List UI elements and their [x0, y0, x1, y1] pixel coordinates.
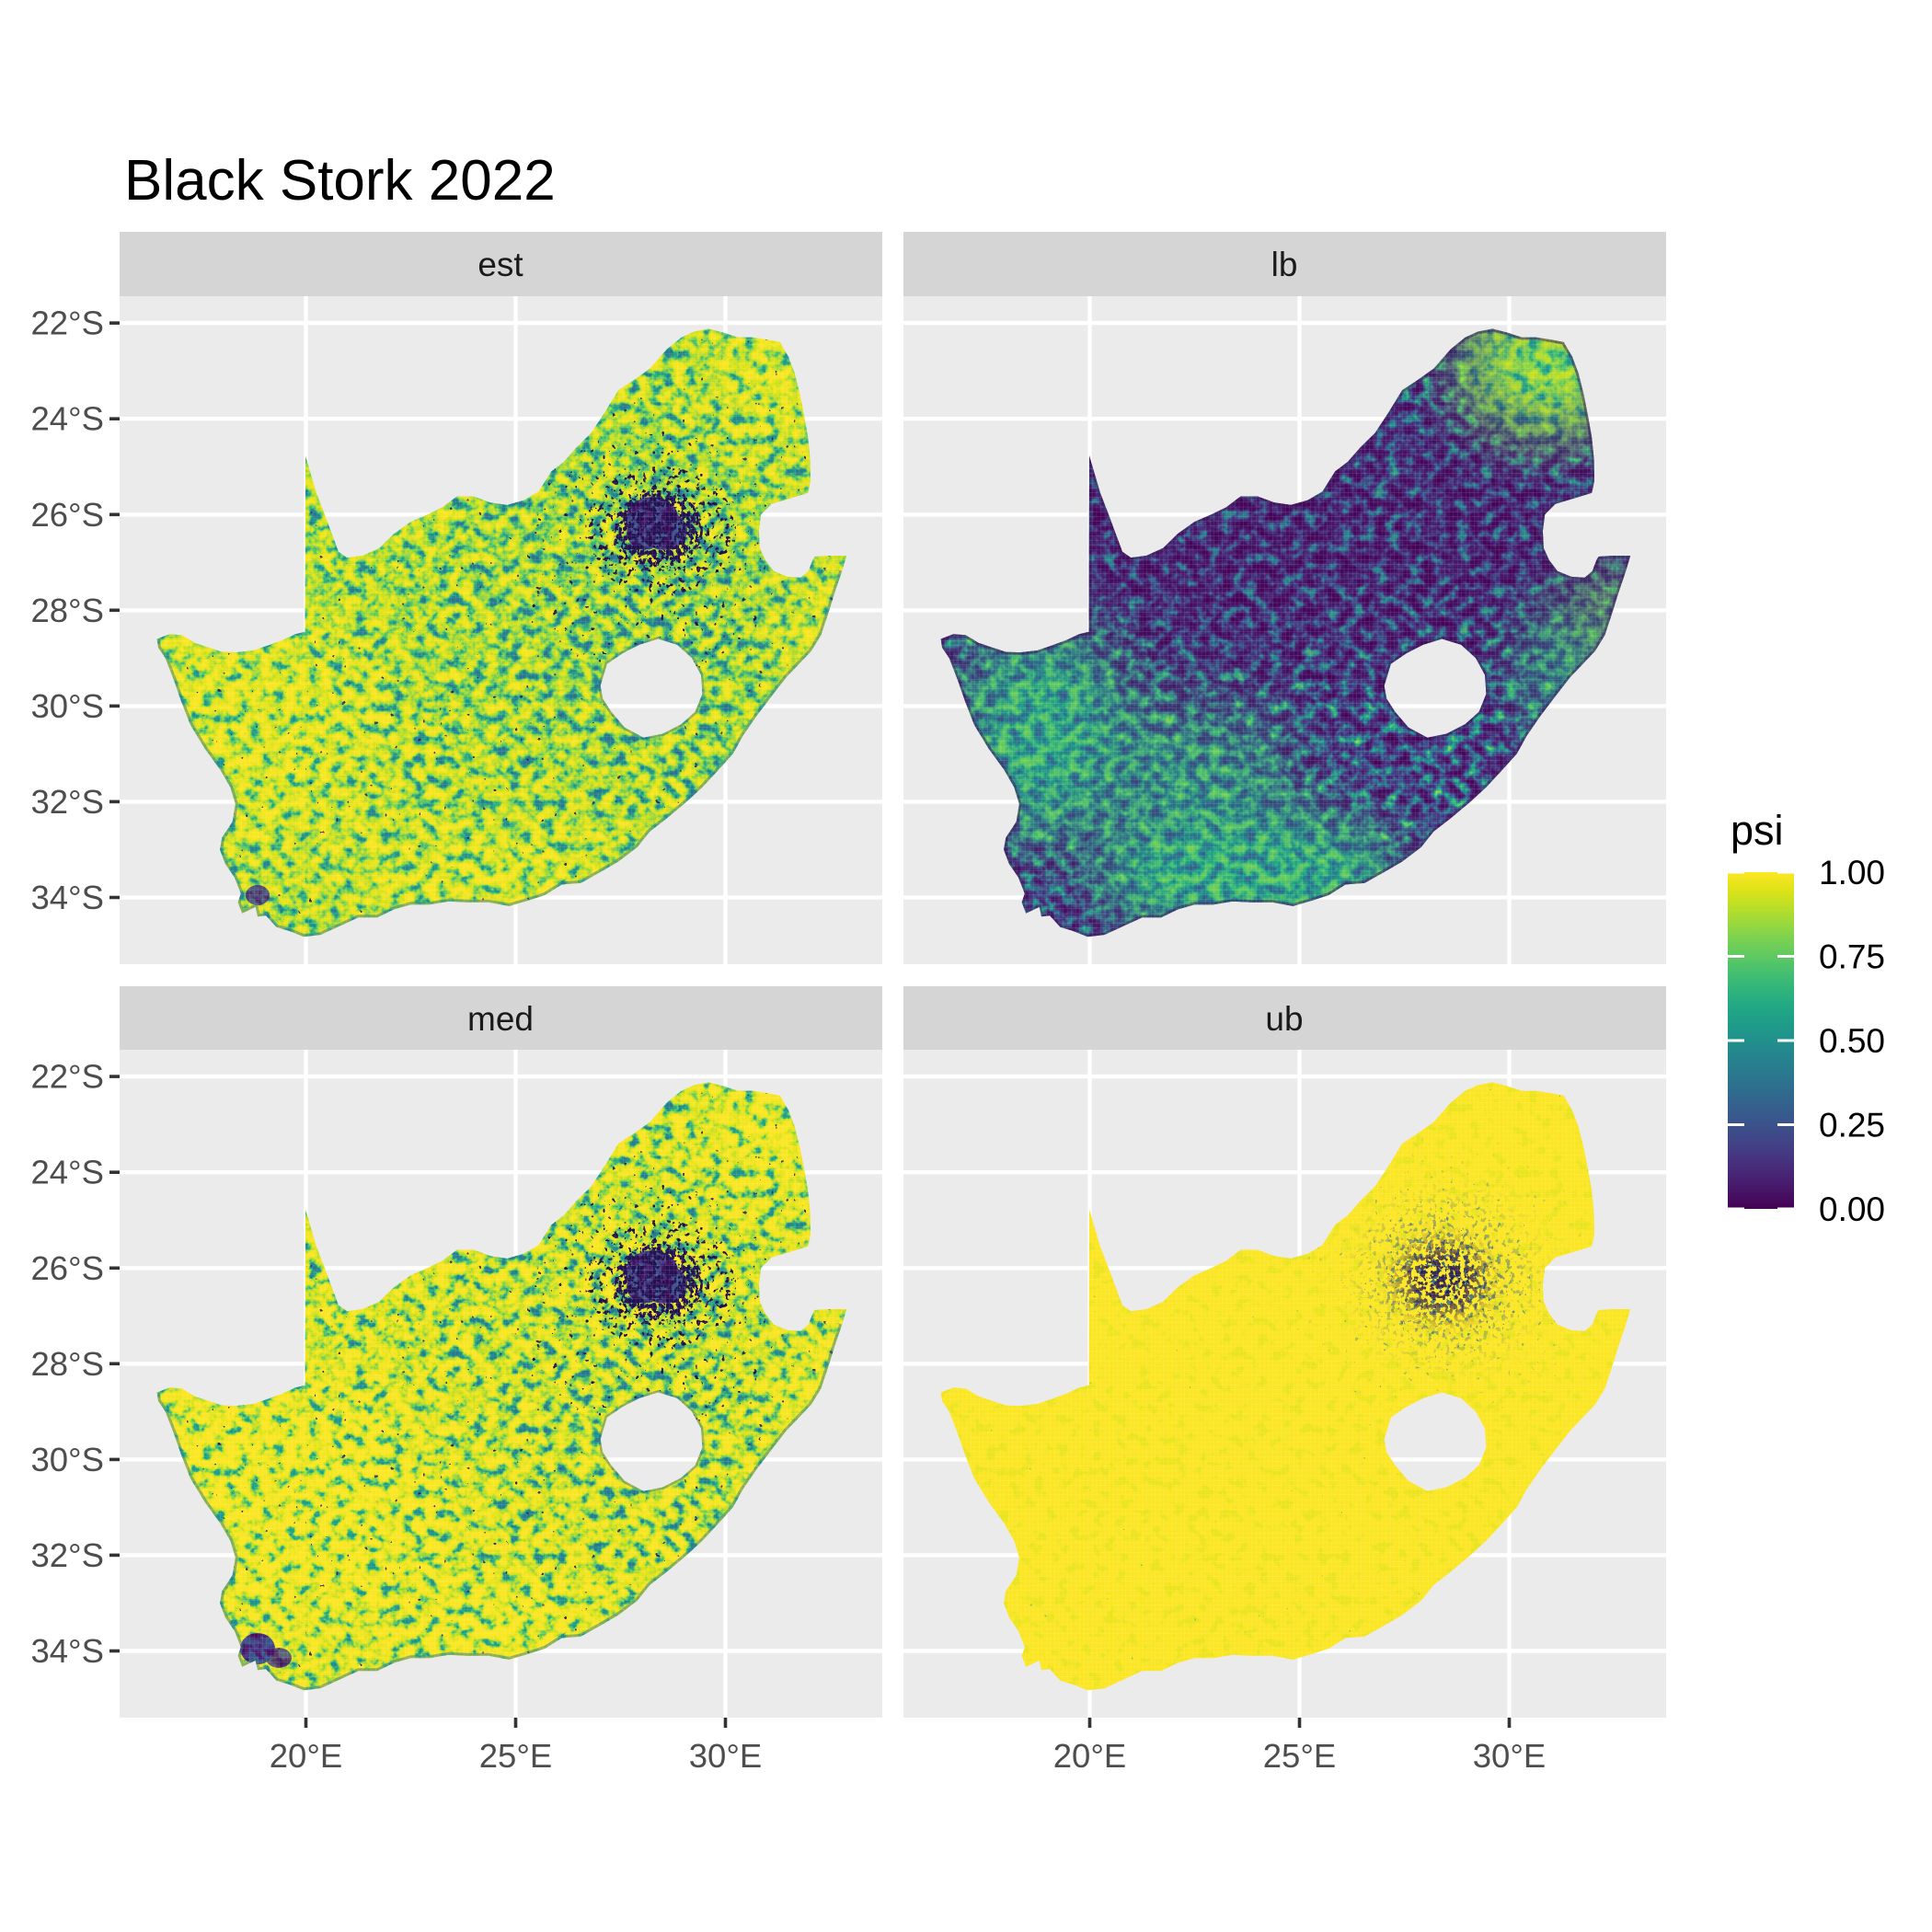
svg-text:34°S: 34°S: [30, 1632, 104, 1670]
svg-text:20°E: 20°E: [270, 1737, 343, 1775]
svg-text:24°S: 24°S: [30, 400, 104, 438]
svg-text:0.75: 0.75: [1819, 938, 1885, 976]
svg-text:34°S: 34°S: [30, 879, 104, 916]
svg-text:28°S: 28°S: [30, 592, 104, 629]
svg-text:20°E: 20°E: [1053, 1737, 1127, 1775]
svg-text:psi: psi: [1731, 807, 1784, 854]
svg-text:est: est: [477, 246, 523, 283]
svg-text:0.25: 0.25: [1819, 1107, 1885, 1144]
svg-text:25°E: 25°E: [1263, 1737, 1337, 1775]
svg-text:32°S: 32°S: [30, 783, 104, 821]
svg-text:30°E: 30°E: [1473, 1737, 1547, 1775]
svg-text:25°E: 25°E: [479, 1737, 553, 1775]
svg-text:30°S: 30°S: [30, 1441, 104, 1478]
svg-text:0.50: 0.50: [1819, 1022, 1885, 1060]
svg-text:24°S: 24°S: [30, 1154, 104, 1191]
svg-text:ub: ub: [1265, 1000, 1303, 1038]
svg-text:1.00: 1.00: [1819, 854, 1885, 891]
svg-text:med: med: [467, 1000, 534, 1038]
svg-text:Black Stork 2022: Black Stork 2022: [124, 149, 556, 213]
svg-text:30°S: 30°S: [30, 687, 104, 725]
svg-text:22°S: 22°S: [30, 1058, 104, 1096]
svg-text:30°E: 30°E: [689, 1737, 763, 1775]
svg-text:22°S: 22°S: [30, 305, 104, 342]
svg-text:26°S: 26°S: [30, 496, 104, 534]
svg-text:26°S: 26°S: [30, 1249, 104, 1287]
svg-text:28°S: 28°S: [30, 1345, 104, 1383]
svg-text:32°S: 32°S: [30, 1536, 104, 1574]
svg-text:0.00: 0.00: [1819, 1190, 1885, 1228]
svg-text:lb: lb: [1271, 246, 1298, 283]
